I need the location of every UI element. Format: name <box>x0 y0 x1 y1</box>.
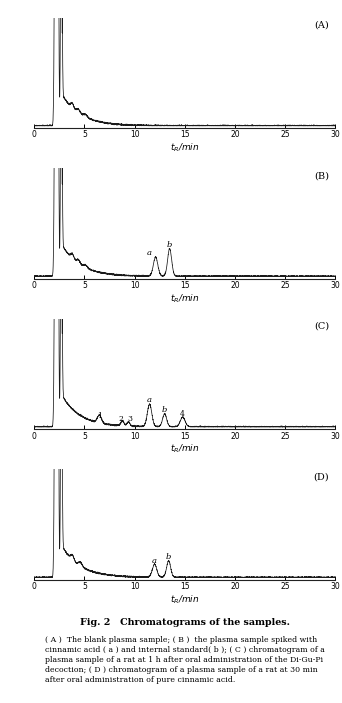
Text: a: a <box>147 250 152 257</box>
Text: b: b <box>162 406 167 414</box>
Text: Fig. 2   Chromatograms of the samples.: Fig. 2 Chromatograms of the samples. <box>80 618 290 627</box>
X-axis label: $t_R$/min: $t_R$/min <box>170 443 199 455</box>
Text: b: b <box>166 553 171 562</box>
Text: b: b <box>167 241 172 249</box>
X-axis label: $t_R$/min: $t_R$/min <box>170 292 199 304</box>
Text: (D): (D) <box>314 472 329 482</box>
Text: 2: 2 <box>119 415 123 423</box>
X-axis label: $t_R$/min: $t_R$/min <box>170 141 199 154</box>
Text: 3: 3 <box>128 415 132 423</box>
Text: (A): (A) <box>314 21 329 30</box>
Text: 4: 4 <box>180 410 185 418</box>
Text: (B): (B) <box>314 172 329 181</box>
X-axis label: $t_R$/min: $t_R$/min <box>170 593 199 606</box>
Text: 1: 1 <box>97 411 102 420</box>
Text: ( A )  The blank plasma sample; ( B )  the plasma sample spiked with
cinnamic ac: ( A ) The blank plasma sample; ( B ) the… <box>45 636 325 684</box>
Text: a: a <box>152 557 157 565</box>
Text: (C): (C) <box>314 322 329 331</box>
Text: a: a <box>147 396 152 404</box>
